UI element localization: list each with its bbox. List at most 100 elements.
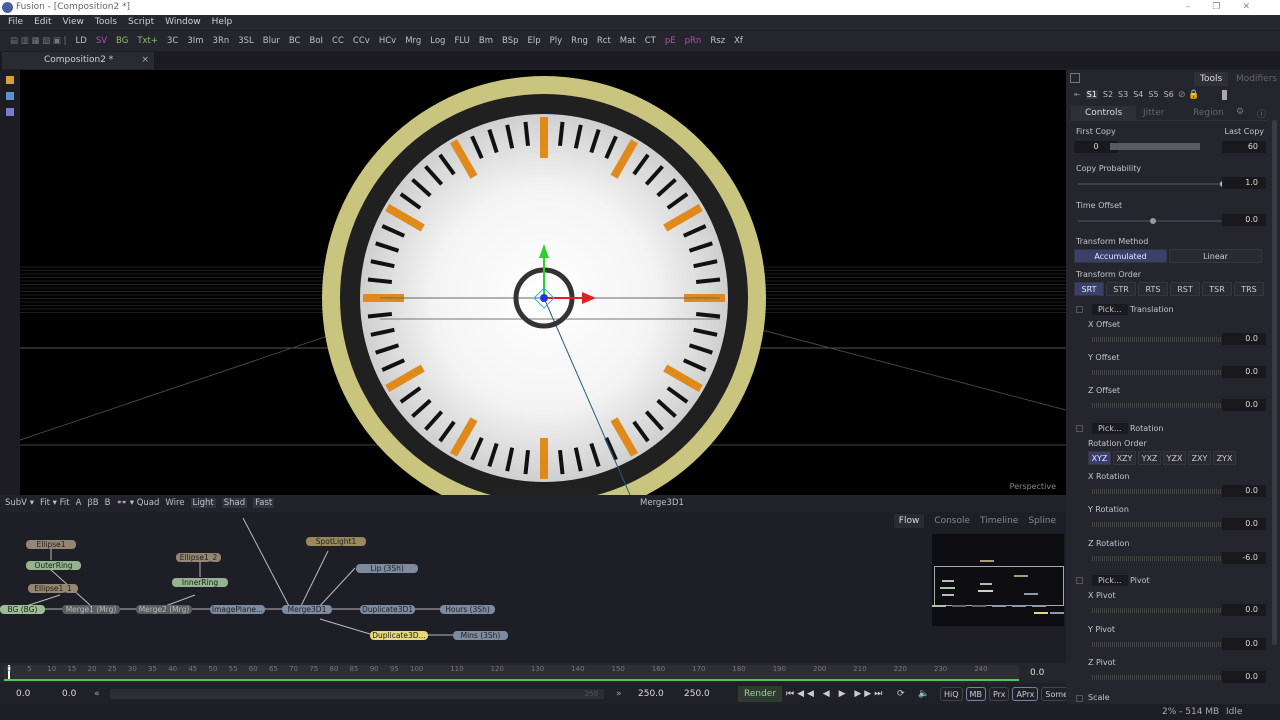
slot-s3[interactable]: S3: [1118, 90, 1129, 99]
render-button[interactable]: Render: [738, 686, 783, 702]
z-translation-slider[interactable]: [1092, 403, 1225, 408]
hiq-button[interactable]: HiQ: [940, 687, 963, 701]
copy-probability-slider[interactable]: [1078, 181, 1226, 187]
viewer-option[interactable]: Fit ▾ Fit: [39, 498, 70, 508]
rotation-order-xzy[interactable]: XZY: [1113, 451, 1136, 465]
tool-button-rct[interactable]: Rct: [596, 36, 611, 46]
copy-probability-field[interactable]: 1.0: [1222, 177, 1266, 189]
tab-region[interactable]: Region: [1193, 108, 1224, 118]
tool-button-boi[interactable]: BoI: [309, 36, 324, 46]
navigator-viewport-box[interactable]: [934, 566, 1064, 606]
tab-timeline[interactable]: Timeline: [980, 516, 1019, 526]
menu-script[interactable]: Script: [128, 17, 155, 27]
tool-button-mrg[interactable]: Mrg: [405, 36, 422, 46]
tool-button-hcv[interactable]: HCv: [378, 36, 397, 46]
tool-button-flu[interactable]: FLU: [454, 36, 470, 46]
slot-s4[interactable]: S4: [1133, 90, 1144, 99]
x-pivot-slider[interactable]: [1092, 608, 1225, 613]
section-toggle-icon[interactable]: [1076, 306, 1083, 313]
tab-modifiers[interactable]: Modifiers: [1236, 74, 1278, 84]
menu-edit[interactable]: Edit: [34, 17, 52, 27]
global-end[interactable]: 250.0: [684, 689, 710, 699]
playhead[interactable]: [8, 665, 10, 679]
x-rotation-slider[interactable]: [1092, 489, 1225, 494]
scroll-right-icon[interactable]: »: [616, 689, 622, 699]
tool-button-rsz[interactable]: Rsz: [710, 36, 726, 46]
z-pivot-field[interactable]: 0.0: [1222, 671, 1266, 683]
node-duplicate3d-[interactable]: Duplicate3D...: [370, 631, 428, 640]
y-pivot-field[interactable]: 0.0: [1222, 638, 1266, 650]
first-copy-field[interactable]: 0: [1074, 141, 1118, 153]
settings-icon[interactable]: ⚙: [1236, 107, 1245, 117]
tab-controls[interactable]: Controls: [1071, 106, 1137, 120]
tool-button-rng[interactable]: Rng: [571, 36, 588, 46]
node-lip-3sh-[interactable]: Lip (3Sh): [356, 564, 418, 573]
current-time[interactable]: 0.0: [1030, 668, 1045, 678]
tool-button-3sl[interactable]: 3SL: [238, 36, 254, 46]
node-bg-bg-[interactable]: BG (BG): [0, 605, 45, 614]
x-rotation-field[interactable]: 0.0: [1222, 485, 1266, 497]
node-hours-3sh-[interactable]: Hours (3Sh): [440, 605, 495, 614]
rotation-order-xyz[interactable]: XYZ: [1088, 451, 1111, 465]
tool-button-ply[interactable]: Ply: [549, 36, 563, 46]
window-controls[interactable]: –❐✕: [1186, 0, 1272, 15]
pick-button[interactable]: Pick...: [1092, 575, 1128, 586]
close-tab-icon[interactable]: ×: [141, 55, 149, 65]
x-translation-slider[interactable]: [1092, 337, 1225, 342]
collapse-icon[interactable]: [1070, 73, 1080, 83]
stereo-icon[interactable]: [6, 92, 14, 100]
tool-button-ccv[interactable]: CCv: [352, 36, 370, 46]
menu-file[interactable]: File: [8, 17, 24, 27]
scale-toggle-icon[interactable]: [1076, 695, 1083, 702]
z-rotation-field[interactable]: -6.0: [1222, 552, 1266, 564]
loop-icon[interactable]: ⟳: [897, 689, 905, 699]
node-ellipse1-2[interactable]: Ellipse1_2: [176, 553, 221, 562]
restore-button[interactable]: ❐: [1212, 2, 1243, 12]
slot-s5[interactable]: S5: [1148, 90, 1159, 99]
y-pivot-slider[interactable]: [1092, 642, 1225, 647]
tab-flow[interactable]: Flow: [893, 514, 925, 528]
pick-button[interactable]: Pick...: [1092, 423, 1128, 434]
info-icon[interactable]: ⓘ: [1257, 110, 1267, 120]
transform-method-accumulated[interactable]: Accumulated: [1074, 249, 1167, 263]
menu-tools[interactable]: Tools: [94, 17, 118, 27]
tool-button-3c[interactable]: 3C: [167, 36, 179, 46]
transform-order-tsr[interactable]: TSR: [1202, 282, 1232, 296]
tool-button-cc[interactable]: CC: [332, 36, 344, 46]
3d-viewport[interactable]: Perspective: [20, 70, 1066, 495]
tool-button-sv[interactable]: SV: [95, 36, 108, 46]
tool-button-3rn[interactable]: 3Rn: [212, 36, 230, 46]
slot-s6[interactable]: S6: [1163, 90, 1174, 99]
y-rotation-slider[interactable]: [1092, 522, 1225, 527]
render-start[interactable]: 0.0: [62, 689, 77, 699]
render-end[interactable]: 250.0: [638, 689, 664, 699]
y-translation-field[interactable]: 0.0: [1222, 366, 1266, 378]
section-toggle-icon[interactable]: [1076, 425, 1083, 432]
z-pivot-slider[interactable]: [1092, 675, 1225, 680]
aprx-button[interactable]: APrx: [1012, 687, 1039, 701]
transform-order-srt[interactable]: SRT: [1074, 282, 1104, 296]
toggle-light[interactable]: Light: [190, 498, 216, 508]
viewer-option[interactable]: A: [75, 498, 82, 508]
y-translation-slider[interactable]: [1092, 370, 1225, 375]
viewer-option[interactable]: 👓 ▾ Quad: [116, 498, 160, 508]
rotation-order-yzx[interactable]: YZX: [1163, 451, 1186, 465]
node-outerring[interactable]: OuterRing: [26, 561, 81, 570]
node-ellipse1[interactable]: Ellipse1: [26, 540, 76, 549]
playback-controls[interactable]: ⏮◀◀ ◀ ▶ ▶▶⏭: [786, 689, 886, 699]
audio-icon[interactable]: 🔈: [918, 689, 930, 699]
tool-button-pe[interactable]: pE: [664, 36, 676, 46]
node-merge2-mrg-[interactable]: Merge2 (Mrg): [136, 605, 192, 614]
menu-view[interactable]: View: [62, 17, 84, 27]
layout-icons[interactable]: ▤ ▥ ▦ ▧ ▣ |: [10, 36, 67, 46]
tool-button-bg[interactable]: BG: [116, 36, 129, 46]
tool-button-xf[interactable]: Xf: [734, 36, 743, 46]
flow-navigator[interactable]: [932, 534, 1064, 626]
panel-scrollbar[interactable]: [1272, 120, 1277, 645]
copy-range-slider[interactable]: [1110, 143, 1200, 150]
rotation-order-yxz[interactable]: YXZ: [1138, 451, 1161, 465]
tool-button-ld[interactable]: LD: [75, 36, 87, 46]
menu-window[interactable]: Window: [165, 17, 201, 27]
tool-button-elp[interactable]: Elp: [527, 36, 541, 46]
section-toggle-icon[interactable]: [1076, 577, 1083, 584]
